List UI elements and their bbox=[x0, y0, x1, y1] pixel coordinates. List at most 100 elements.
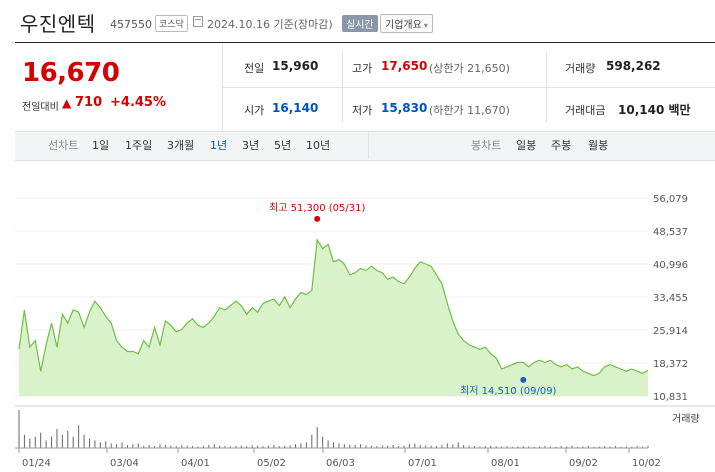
x-tick-label: 10/02 bbox=[632, 458, 661, 469]
volume-bar bbox=[408, 444, 410, 448]
volume-bar bbox=[224, 446, 226, 448]
realtime-badge[interactable]: 실시간 bbox=[342, 15, 378, 32]
volume-bar bbox=[517, 446, 519, 448]
volume-bar bbox=[544, 446, 546, 448]
volume-bar bbox=[609, 446, 611, 448]
tab-5y[interactable]: 5년 bbox=[274, 139, 292, 152]
volume-bar bbox=[582, 446, 584, 448]
tab-daily[interactable]: 일봉 bbox=[516, 139, 537, 152]
volume-bar bbox=[311, 434, 313, 448]
high-label: 고가 bbox=[352, 62, 373, 75]
volume-bar bbox=[192, 446, 194, 448]
x-tick-label: 09/02 bbox=[569, 458, 598, 469]
volume-bar bbox=[349, 444, 351, 448]
tab-1y[interactable]: 1년 bbox=[210, 139, 228, 152]
volume-bar bbox=[235, 446, 237, 448]
volume-bar bbox=[29, 438, 31, 448]
volume-bar bbox=[484, 446, 486, 448]
volume-bar bbox=[110, 443, 112, 448]
low-label: 저가 bbox=[352, 104, 373, 117]
volume-bar bbox=[354, 444, 356, 448]
volume-bar bbox=[446, 443, 448, 448]
volume-bar bbox=[305, 442, 307, 448]
company-overview-button[interactable]: 기업개요 ▾ bbox=[380, 14, 433, 33]
stats-divider bbox=[222, 87, 715, 88]
volume-bar bbox=[555, 446, 557, 448]
volume-bar bbox=[479, 446, 481, 448]
volume-bar bbox=[539, 446, 541, 448]
volume-bar bbox=[577, 446, 579, 448]
volume-bar bbox=[51, 436, 53, 448]
volume-bar bbox=[23, 434, 25, 448]
volume-bar bbox=[132, 444, 134, 448]
volume-bar bbox=[126, 444, 128, 448]
stock-code: 457550 bbox=[110, 18, 152, 31]
price-chart[interactable]: 56,079 48,537 40,996 33,455 25,914 18,372 10,8… bbox=[15, 172, 715, 472]
x-tick-label: 01/24 bbox=[22, 458, 51, 469]
volume-bar bbox=[522, 446, 524, 448]
volume-bar bbox=[327, 440, 329, 448]
volume-bar bbox=[549, 446, 551, 448]
volume-bar bbox=[61, 434, 63, 448]
volume-bar bbox=[392, 444, 394, 448]
volume-bar bbox=[414, 443, 416, 448]
volume-bar bbox=[257, 445, 259, 448]
volume-bar bbox=[528, 446, 530, 448]
tab-weekly[interactable]: 주봉 bbox=[551, 139, 572, 152]
up-arrow-icon: ▲ bbox=[62, 96, 72, 110]
lower-limit: (하한가 11,670) bbox=[429, 104, 510, 117]
x-tick-label: 05/02 bbox=[257, 458, 286, 469]
tab-1w[interactable]: 1주일 bbox=[125, 139, 153, 152]
min-price-label: 최저 14,510 (09/09) bbox=[460, 385, 556, 397]
tab-1d[interactable]: 1일 bbox=[92, 139, 110, 152]
volume-bar bbox=[338, 443, 340, 448]
change-percent: +4.45% bbox=[110, 95, 166, 110]
volume-bar bbox=[566, 446, 568, 448]
tab-10y[interactable]: 10년 bbox=[306, 139, 331, 152]
volume-bar bbox=[631, 446, 633, 448]
y-tick-label: 40,996 bbox=[653, 260, 688, 271]
tab-3m[interactable]: 3개월 bbox=[167, 139, 195, 152]
y-tick-label: 18,372 bbox=[653, 359, 688, 370]
volume-bar bbox=[387, 445, 389, 448]
volume-bar bbox=[333, 442, 334, 448]
volume-bar bbox=[620, 446, 622, 448]
x-tick-label: 06/03 bbox=[326, 458, 355, 469]
volume-bar bbox=[88, 438, 90, 448]
volume-bar bbox=[614, 446, 616, 448]
volume-bar bbox=[105, 441, 107, 448]
volume-bar bbox=[83, 434, 85, 448]
volume-bar bbox=[99, 442, 101, 448]
tab-monthly[interactable]: 월봉 bbox=[588, 139, 609, 152]
volume-label: 거래량 bbox=[565, 62, 596, 75]
tabs-divider bbox=[368, 132, 369, 159]
stock-name: 우진엔텍 bbox=[20, 12, 96, 36]
volume-bar bbox=[284, 445, 286, 448]
calendar-icon bbox=[193, 16, 203, 27]
volume-bar bbox=[197, 446, 199, 448]
volume-bar bbox=[295, 444, 297, 448]
tab-3y[interactable]: 3년 bbox=[242, 139, 260, 152]
volume-bar bbox=[587, 446, 589, 448]
x-tick-label: 08/01 bbox=[491, 458, 520, 469]
volume-bar bbox=[154, 446, 156, 448]
volume-bar bbox=[441, 444, 443, 448]
volume-bar bbox=[322, 436, 324, 448]
header-divider bbox=[15, 42, 715, 43]
volume-bar bbox=[430, 445, 432, 448]
volume-bar bbox=[604, 446, 606, 448]
change-amount: 710 bbox=[75, 95, 103, 110]
chevron-down-icon: ▾ bbox=[423, 21, 428, 30]
volume-bar bbox=[273, 444, 275, 448]
volume-bar bbox=[148, 444, 150, 448]
open-value: 16,140 bbox=[272, 101, 319, 115]
y-axis-labels: 56,079 48,537 40,996 33,455 25,914 18,372 10,8… bbox=[653, 194, 688, 403]
quote-date: 2024.10.16 기준(장마감) bbox=[207, 18, 333, 31]
volume-bar bbox=[300, 443, 302, 448]
volume-bar bbox=[251, 445, 253, 448]
volume-bar bbox=[316, 427, 318, 448]
volume-bar bbox=[495, 446, 497, 448]
x-tick-label: 03/04 bbox=[110, 458, 139, 469]
volume-bar bbox=[262, 446, 264, 448]
volume-bar bbox=[94, 440, 96, 448]
